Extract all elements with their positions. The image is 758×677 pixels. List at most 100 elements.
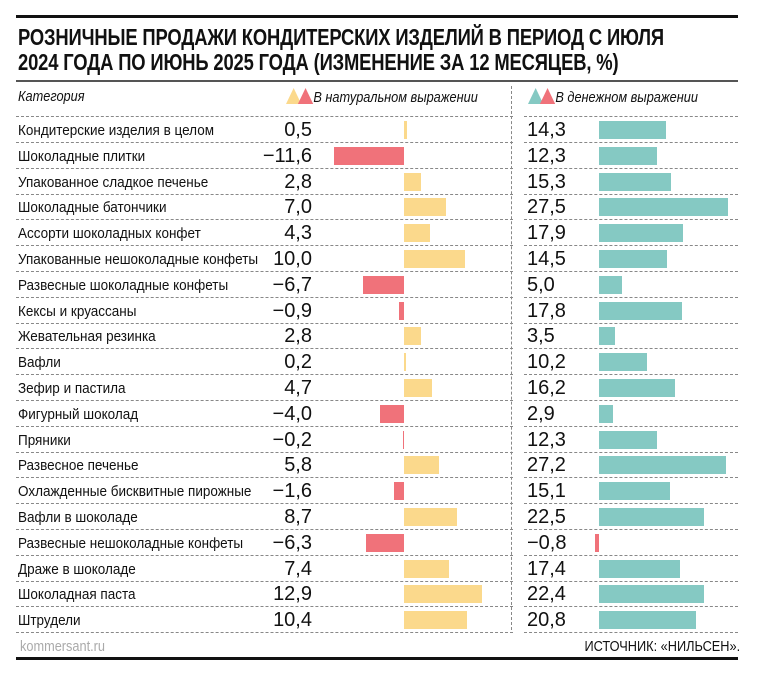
legend-money: В денежном выражении: [528, 88, 698, 106]
money-bar: [599, 250, 667, 268]
money-bar: [599, 559, 681, 578]
money-value: 14,5: [527, 248, 566, 270]
money-bar: [599, 121, 666, 139]
table-row: Кексы и круассаны −0,9 17,8: [16, 298, 738, 324]
natural-bar: [404, 611, 467, 630]
money-value: 17,4: [527, 557, 566, 580]
money-bar: [599, 146, 657, 165]
category-label: Пряники: [18, 431, 71, 449]
money-value: 27,5: [527, 196, 566, 219]
triangle-red-icon: [297, 88, 314, 104]
money-value: 17,8: [527, 299, 566, 322]
natural-value: −6,3: [272, 531, 312, 554]
table-row: Вафли 0,2 10,2: [16, 349, 738, 376]
table-row: Зефир и пастила 4,7 16,2: [16, 375, 738, 401]
money-value: 2,9: [527, 402, 555, 425]
category-label: Вафли в шоколаде: [18, 509, 138, 526]
natural-value: −4,0: [272, 402, 312, 425]
money-value: 27,2: [527, 454, 566, 477]
natural-value: −11,6: [262, 144, 312, 167]
table-row: Развесное печенье 5,8 27,2: [16, 452, 738, 479]
money-bar: [599, 585, 704, 604]
category-label: Кексы и круассаны: [18, 302, 137, 320]
money-value: −0,8: [527, 531, 567, 554]
table-row: Развесные нешоколадные конфеты −6,3 −0,8: [16, 530, 738, 556]
category-label: Упакованное сладкое печенье: [18, 173, 209, 191]
natural-bar: [404, 456, 440, 475]
natural-value: 5,8: [284, 454, 312, 477]
money-value: 15,3: [527, 170, 566, 193]
category-label: Фигурный шоколад: [18, 405, 139, 423]
money-value: 10,2: [527, 351, 566, 374]
category-label: Шоколадные плитки: [18, 147, 146, 165]
natural-bar: [404, 559, 449, 578]
money-bar: [599, 275, 623, 294]
natural-bar: [404, 379, 433, 397]
legend-natural: В натуральном выражении: [286, 88, 478, 106]
money-bar: [595, 533, 599, 552]
category-label: Упакованные нешоколадные конфеты: [18, 251, 259, 268]
natural-value: −0,2: [272, 428, 312, 451]
natural-bar: [404, 327, 421, 346]
natural-bar: [379, 404, 404, 423]
money-bar: [599, 404, 613, 423]
triangle-yellow-icon: [286, 88, 302, 104]
natural-bar: [333, 146, 404, 165]
chart-title: РОЗНИЧНЫЕ ПРОДАЖИ КОНДИТЕРСКИХ ИЗДЕЛИЙ В…: [18, 24, 664, 75]
natural-value: −0,9: [272, 299, 312, 322]
money-value: 22,5: [527, 506, 566, 528]
table-row: Охлажденные бисквитные пирожные −1,6 15,…: [16, 478, 738, 505]
natural-bar: [365, 533, 404, 552]
natural-bar: [404, 353, 406, 372]
natural-value: 10,4: [273, 609, 312, 632]
natural-bar: [404, 250, 465, 268]
table-row: Драже в шоколаде 7,4 17,4: [16, 556, 738, 582]
header-rule: [16, 80, 738, 82]
money-bar: [599, 172, 671, 191]
table-row: Вафли в шоколаде 8,7 22,5: [16, 504, 738, 530]
money-bar: [599, 482, 670, 501]
triangle-teal-icon: [528, 88, 544, 104]
natural-value: 2,8: [284, 325, 312, 348]
money-bar: [599, 456, 727, 475]
source-label: ИСТОЧНИК: «НИЛЬСЕН».: [584, 638, 740, 655]
table-row: Шоколадная паста 12,9 22,4: [16, 581, 738, 608]
money-bar: [599, 430, 657, 449]
category-label: Кондитерские изделия в целом: [18, 122, 214, 139]
category-header: Категория: [18, 88, 85, 105]
category-label: Штрудели: [18, 612, 81, 630]
category-label: Жевательная резинка: [18, 328, 156, 346]
natural-value: 2,8: [284, 170, 312, 193]
money-bar: [599, 353, 647, 372]
natural-value: 4,3: [284, 222, 312, 245]
table-row: Фигурный шоколад −4,0 2,9: [16, 401, 738, 427]
category-label: Вафли: [18, 354, 61, 372]
money-bar: [599, 327, 616, 346]
money-value: 20,8: [527, 609, 566, 632]
money-value: 17,9: [527, 222, 566, 245]
site-label: kommersant.ru: [20, 638, 106, 655]
table-row: Развесные шоколадные конфеты −6,7 5,0: [16, 272, 738, 298]
natural-value: 4,7: [284, 377, 312, 399]
natural-bar: [363, 275, 404, 294]
natural-value: 12,9: [273, 583, 312, 606]
header-divider: [16, 91, 738, 117]
column-separator: [511, 86, 512, 630]
table-row: Упакованное сладкое печенье 2,8 15,3: [16, 169, 738, 195]
table-row: Шоколадные батончики 7,0 27,5: [16, 194, 738, 221]
natural-value: −6,7: [272, 273, 312, 296]
table-row: Упакованные нешоколадные конфеты 10,0 14…: [16, 246, 738, 272]
table-row: Шоколадные плитки −11,6 12,3: [16, 143, 738, 169]
money-value: 3,5: [527, 325, 555, 348]
category-label: Зефир и пастила: [18, 380, 126, 397]
category-label: Охлажденные бисквитные пирожные: [18, 483, 252, 501]
category-label: Ассорти шоколадных конфет: [18, 225, 201, 243]
money-bar: [599, 379, 675, 397]
category-label: Шоколадная паста: [18, 586, 136, 604]
natural-bar: [394, 482, 404, 501]
legend-money-label: В денежном выражении: [555, 89, 698, 106]
natural-bar: [404, 121, 408, 139]
table-row: Жевательная резинка 2,8 3,5: [16, 323, 738, 350]
money-value: 14,3: [527, 119, 566, 141]
money-value: 15,1: [527, 480, 566, 503]
